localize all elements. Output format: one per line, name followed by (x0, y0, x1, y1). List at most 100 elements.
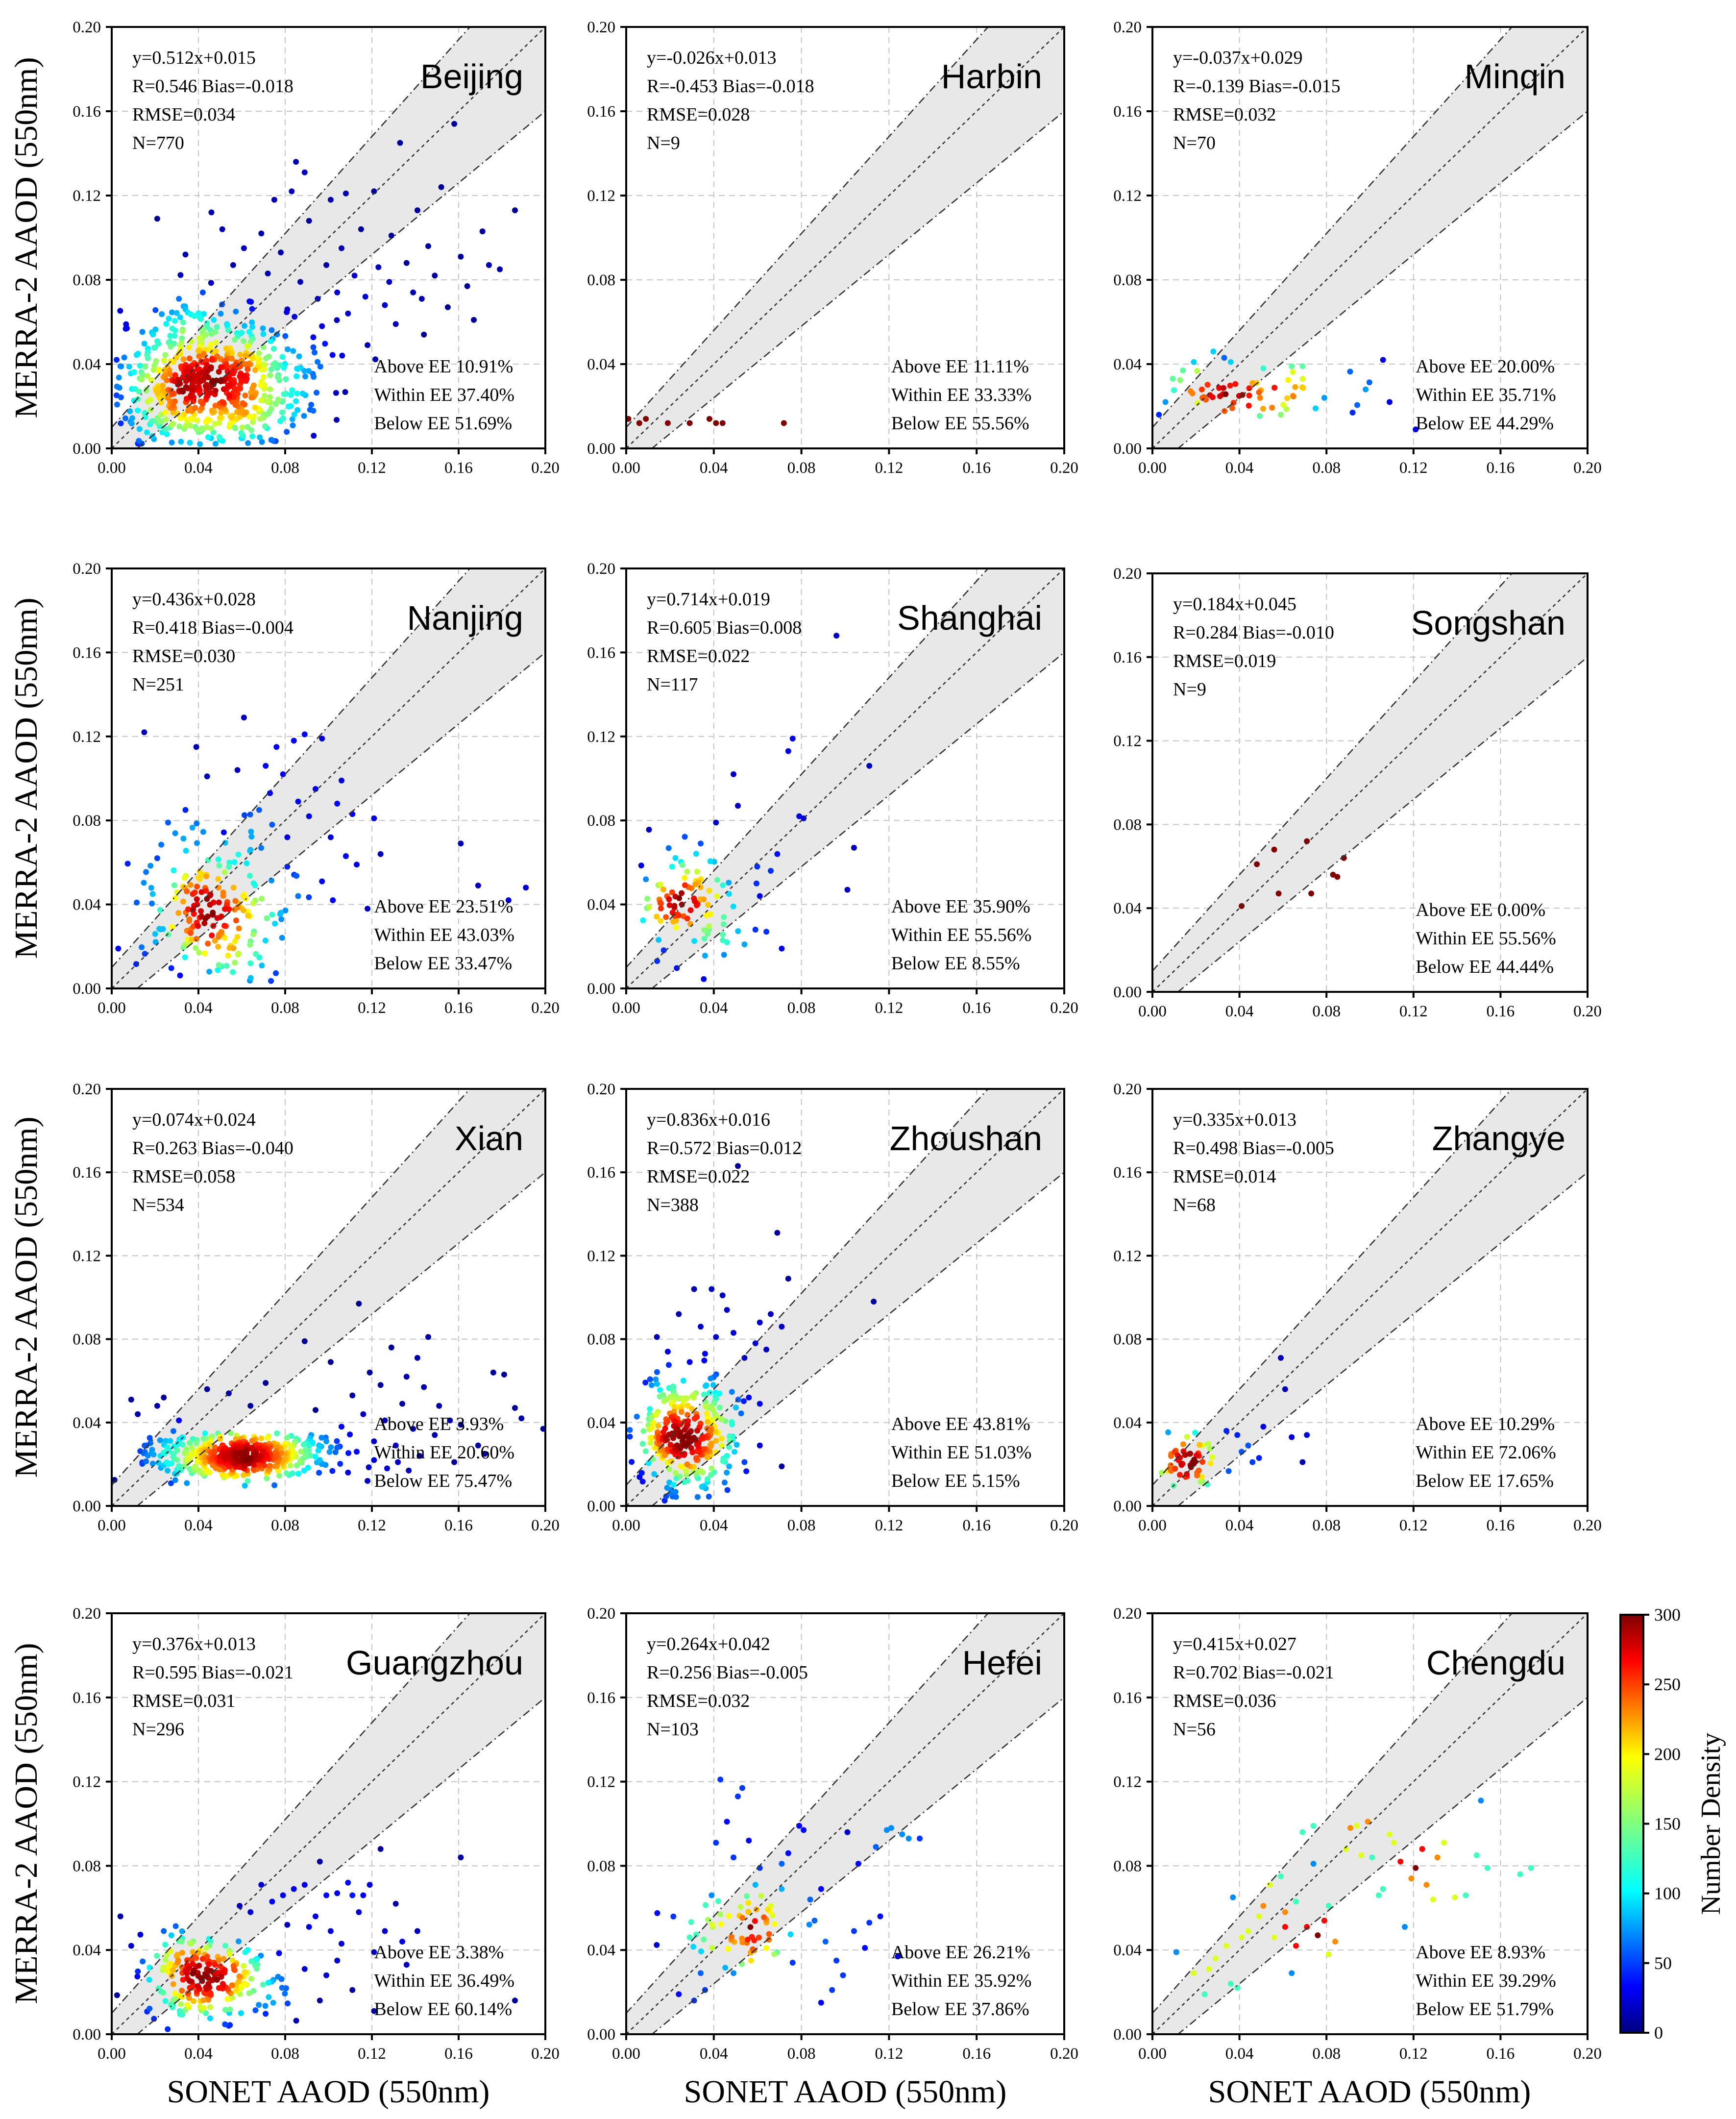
scatter-point (392, 1442, 399, 1449)
ee-percentage: Below EE 17.65% (1416, 1471, 1554, 1491)
scatter-point (161, 1394, 167, 1401)
scatter-point (316, 1470, 322, 1476)
scatter-point (741, 941, 748, 947)
y-tick-label: 0.12 (73, 1247, 101, 1265)
scatter-point (1325, 1903, 1332, 1909)
scatter-point (241, 715, 247, 721)
scatter-point (155, 1459, 162, 1466)
regression-stat: N=103 (647, 1719, 699, 1740)
scatter-point (220, 889, 226, 896)
scatter-point (360, 1411, 367, 1417)
scatter-point (194, 820, 200, 827)
y-tick-label: 0.04 (73, 1942, 101, 1959)
scatter-point (1168, 1453, 1174, 1459)
regression-stat: RMSE=0.019 (1173, 651, 1276, 671)
scatter-point (237, 1903, 243, 1909)
ee-lower-line (136, 1172, 545, 1506)
scatter-point (317, 1858, 323, 1865)
scatter-point (256, 350, 262, 356)
scatter-point (306, 813, 312, 819)
scatter-point (284, 429, 290, 435)
scatter-point (418, 296, 425, 302)
scatter-point (425, 243, 431, 249)
scatter-point (693, 1931, 699, 1938)
scatter-point (194, 367, 200, 372)
scatter-point (293, 2018, 299, 2024)
scatter-point (311, 433, 317, 439)
scatter-point (198, 889, 205, 895)
scatter-point (182, 251, 189, 258)
scatter-point (233, 1473, 240, 1479)
scatter-point (768, 868, 774, 874)
scatter-point (717, 1776, 724, 1783)
x-tick-label: 0.08 (787, 2045, 816, 2063)
scatter-point (779, 945, 785, 952)
scatter-point (671, 903, 678, 909)
scatter-point (730, 903, 736, 910)
scatter-point (168, 2001, 174, 2008)
scatter-point (173, 1953, 180, 1959)
y-tick-label: 0.20 (587, 1605, 615, 1623)
one-to-one-line (626, 1089, 1064, 1506)
scatter-point (207, 2004, 214, 2010)
scatter-point (269, 1898, 275, 1905)
scatter-point (1280, 402, 1287, 408)
scatter-point (1212, 1955, 1219, 1962)
scatter-point (1194, 368, 1200, 374)
ee-percentage: Within EE 39.29% (1416, 1971, 1556, 1991)
one-to-one-line (112, 568, 545, 988)
scatter-point (724, 1470, 730, 1476)
scatter-point (686, 1359, 693, 1365)
scatter-point (384, 1465, 390, 1472)
scatter-point (1387, 399, 1393, 405)
scatter-point (162, 352, 169, 358)
scatter-point (220, 1472, 226, 1478)
scatter-point (147, 862, 154, 869)
scatter-point (291, 738, 297, 744)
city-title: Harbin (941, 57, 1042, 96)
y-tick-label: 0.20 (73, 1081, 101, 1098)
scatter-point (1232, 381, 1239, 387)
scatter-point (713, 1840, 719, 1846)
x-tick-label: 0.04 (184, 999, 213, 1017)
scatter-point (688, 1919, 694, 1925)
scatter-point (1180, 1441, 1186, 1448)
scatter-point (1271, 1934, 1277, 1941)
plot-area (112, 1089, 545, 1506)
scatter-point (220, 1981, 226, 1987)
ee-percentage: Above EE 10.29% (1416, 1414, 1555, 1434)
scatter-point (737, 1904, 744, 1910)
scatter-point (204, 773, 210, 780)
scatter-point (684, 915, 690, 922)
scatter-point (647, 1406, 653, 1412)
scatter-point (317, 1457, 323, 1463)
scatter-point (237, 409, 244, 416)
scatter-point (162, 426, 169, 433)
scatter-point (183, 1449, 189, 1455)
scatter-point (1172, 1466, 1178, 1472)
scatter-point (289, 416, 295, 422)
x-tick-label: 0.00 (98, 1517, 126, 1534)
scatter-point (646, 827, 652, 833)
scatter-point (127, 408, 133, 415)
scatter-point (673, 917, 679, 924)
x-tick-label: 0.12 (358, 1517, 386, 1534)
scatter-point (501, 1371, 507, 1378)
ee-upper-line (112, 1613, 471, 2014)
scatter-point (218, 1973, 224, 1980)
scatter-point (1162, 399, 1169, 405)
y-tick-label: 0.04 (1113, 356, 1142, 373)
scatter-point (131, 369, 137, 375)
scatter-point (177, 972, 183, 979)
y-tick-label: 0.04 (73, 1414, 101, 1432)
scatter-point (360, 1892, 367, 1898)
scatter-point (367, 1882, 373, 1888)
scatter-point (395, 1459, 401, 1465)
scatter-point (691, 938, 697, 944)
scatter-point (235, 951, 241, 958)
scatter-point (327, 197, 334, 203)
city-title: Minqin (1465, 57, 1565, 96)
scatter-point (1308, 890, 1315, 897)
scatter-point (302, 373, 308, 380)
